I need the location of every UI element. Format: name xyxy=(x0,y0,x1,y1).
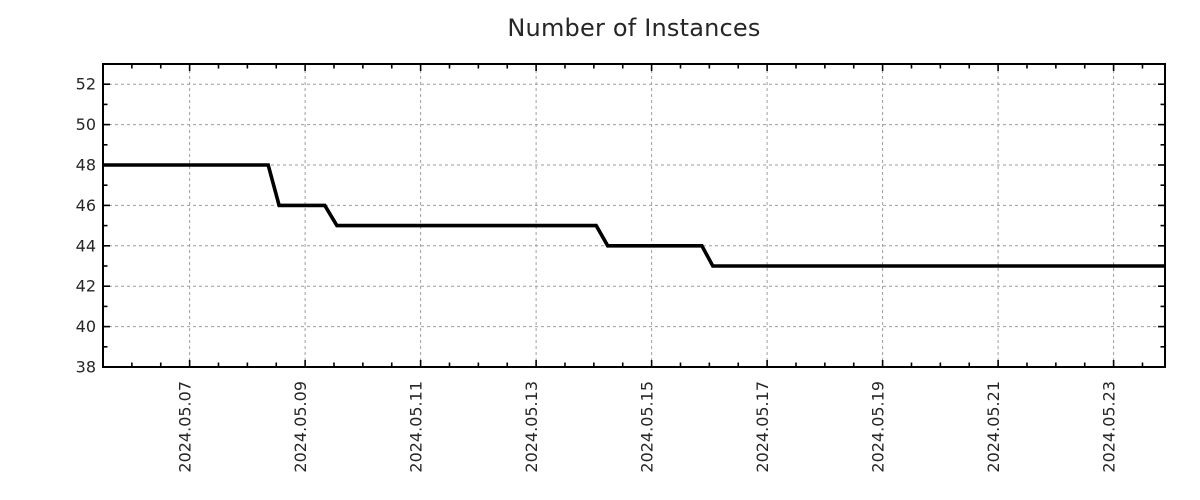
x-tick-label: 2024.05.11 xyxy=(407,381,426,473)
x-tick-label: 2024.05.23 xyxy=(1100,381,1119,473)
x-tick-label: 2024.05.21 xyxy=(984,381,1003,473)
y-tick-label: 50 xyxy=(76,115,96,134)
y-tick-label: 42 xyxy=(76,277,96,296)
x-tick-label: 2024.05.17 xyxy=(753,381,772,473)
y-tick-label: 46 xyxy=(76,196,96,215)
y-tick-label: 48 xyxy=(76,156,96,175)
chart-title: Number of Instances xyxy=(507,14,761,42)
data-line-instances xyxy=(103,163,1165,268)
x-tick-label: 2024.05.19 xyxy=(869,381,888,473)
plot-border xyxy=(102,63,1166,368)
x-tick-label: 2024.05.09 xyxy=(291,381,310,473)
x-tick-label: 2024.05.13 xyxy=(522,381,541,473)
x-tick-label: 2024.05.15 xyxy=(638,381,657,473)
x-tick-label: 2024.05.07 xyxy=(176,381,195,473)
y-tick-label: 52 xyxy=(76,75,96,94)
y-tick-label: 40 xyxy=(76,317,96,336)
y-tick-label: 38 xyxy=(76,358,96,377)
y-tick-label: 44 xyxy=(76,236,96,255)
